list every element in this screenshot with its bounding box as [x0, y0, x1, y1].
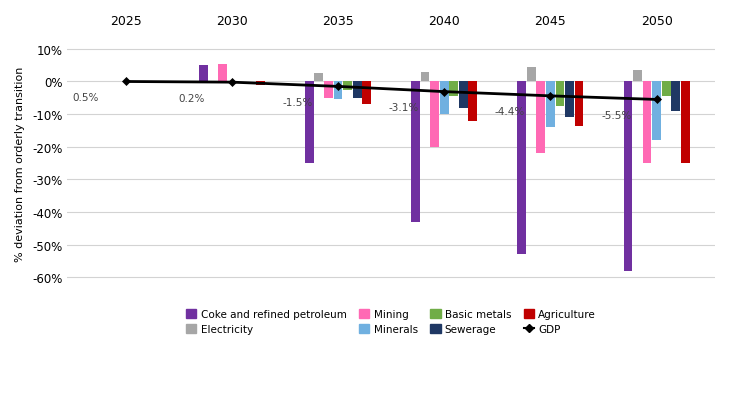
- Bar: [565, 82, 574, 118]
- Text: -4.4%: -4.4%: [495, 107, 525, 117]
- Bar: [343, 82, 352, 90]
- Text: -3.1%: -3.1%: [388, 103, 419, 113]
- Bar: [353, 82, 361, 99]
- Bar: [469, 82, 477, 121]
- Bar: [420, 72, 429, 82]
- Text: -1.5%: -1.5%: [283, 98, 312, 108]
- Bar: [199, 66, 207, 82]
- Text: 0.2%: 0.2%: [178, 93, 204, 103]
- Bar: [315, 74, 323, 82]
- Bar: [672, 82, 680, 112]
- Text: 0.5%: 0.5%: [72, 93, 99, 103]
- Bar: [623, 82, 632, 271]
- Bar: [575, 82, 583, 126]
- Bar: [256, 82, 265, 85]
- Legend: Coke and refined petroleum, Electricity, Mining, Minerals, Basic metals, Sewerag: Coke and refined petroleum, Electricity,…: [186, 310, 596, 335]
- Bar: [430, 82, 439, 147]
- Bar: [642, 82, 651, 164]
- Bar: [537, 82, 545, 154]
- Bar: [450, 82, 458, 97]
- Bar: [334, 82, 342, 100]
- Bar: [459, 82, 468, 108]
- Bar: [527, 67, 536, 82]
- Bar: [652, 82, 661, 141]
- Bar: [439, 82, 449, 115]
- Bar: [218, 64, 226, 82]
- Bar: [633, 71, 642, 82]
- Bar: [362, 82, 371, 105]
- Text: -5.5%: -5.5%: [601, 110, 631, 121]
- Bar: [518, 82, 526, 255]
- Bar: [305, 82, 314, 164]
- Bar: [556, 82, 564, 107]
- Bar: [662, 82, 671, 97]
- Bar: [324, 82, 333, 99]
- Bar: [681, 82, 690, 164]
- Bar: [546, 82, 555, 128]
- Y-axis label: % deviation from orderly transition: % deviation from orderly transition: [15, 66, 25, 261]
- Bar: [411, 82, 420, 222]
